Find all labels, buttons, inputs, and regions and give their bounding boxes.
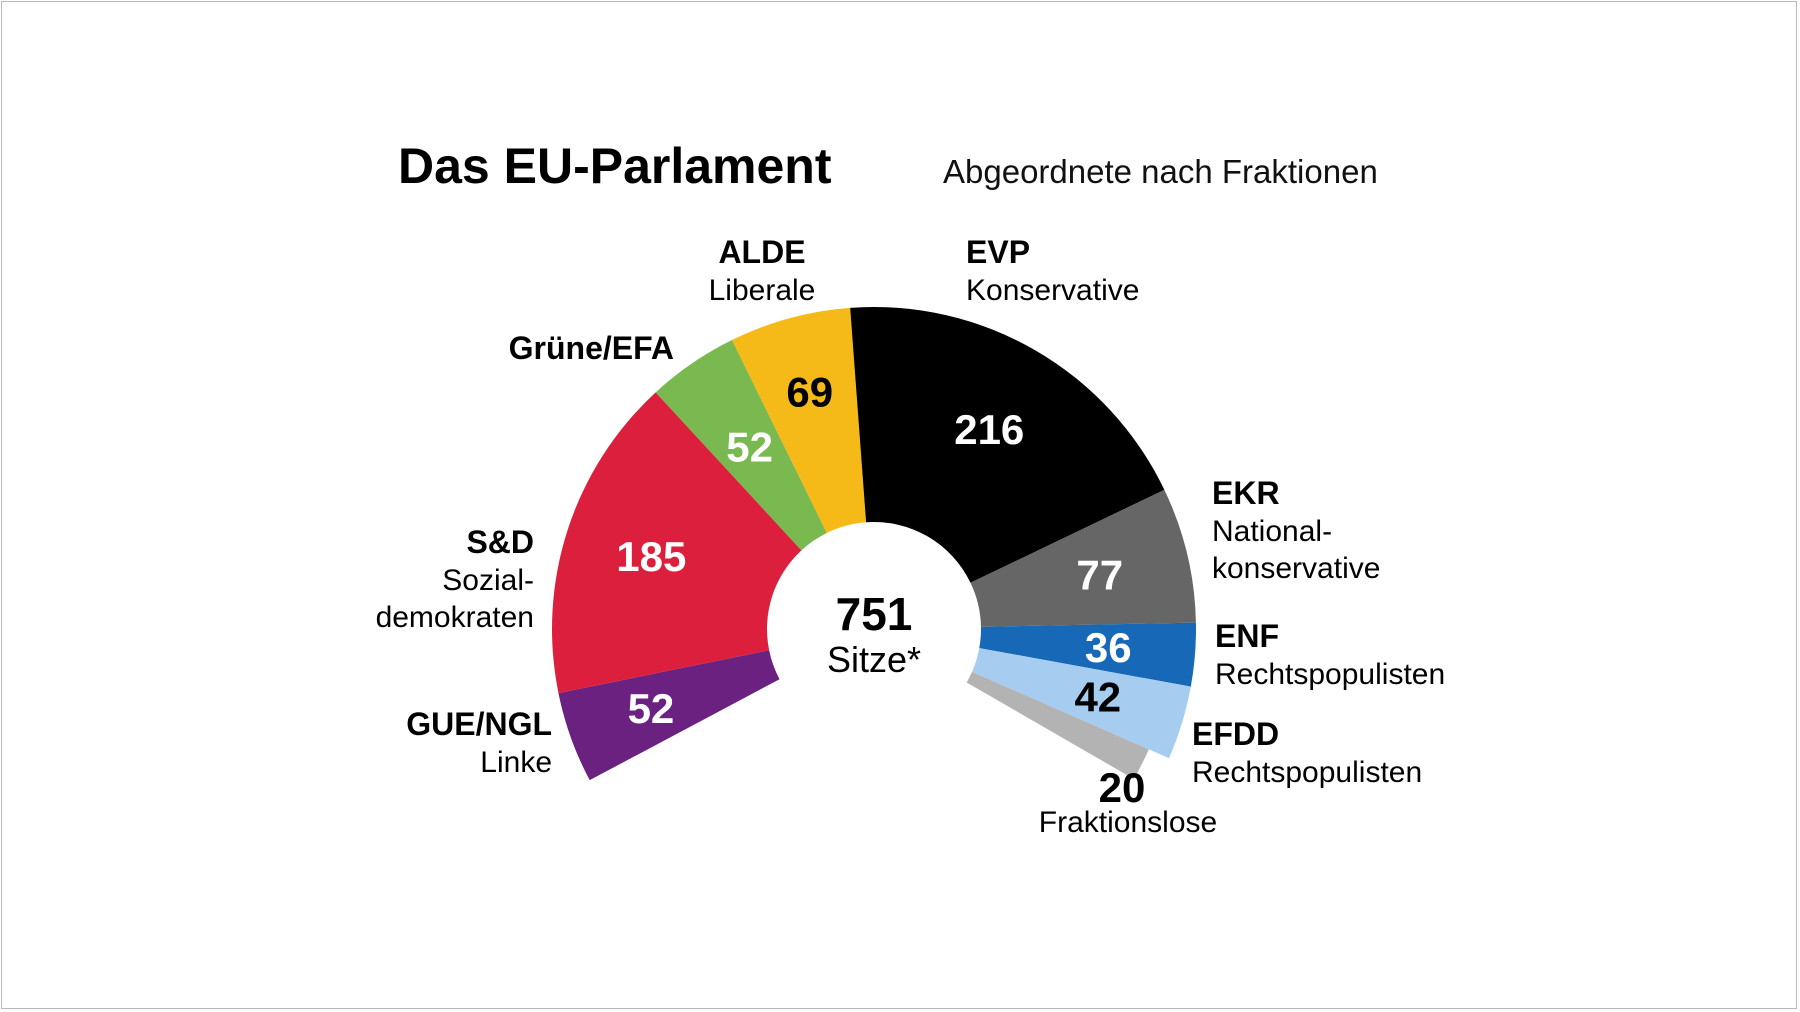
- slice-ekr: [970, 489, 1196, 627]
- name-labels: GUE/NGL Linke S&D Sozial-demokraten Grüne/EF…: [376, 234, 1446, 839]
- group-desc-s-d-2: demokraten: [376, 601, 534, 634]
- value-label-fraktionslose: 20: [1099, 764, 1146, 811]
- slices: [552, 307, 1196, 781]
- group-desc-alde-1: Liberale: [709, 274, 816, 307]
- value-label-s-d: 185: [616, 533, 686, 580]
- value-label-alde: 69: [786, 369, 833, 416]
- value-label-ekr: 77: [1076, 551, 1123, 598]
- group-desc-enf-1: Rechtspopulisten: [1215, 658, 1445, 691]
- total-seats-label: Sitze*: [827, 639, 921, 680]
- value-label-gr-ne-efa: 52: [726, 424, 773, 471]
- group-desc-gue-ngl-1: Linke: [480, 746, 552, 779]
- value-label-gue-ngl: 52: [628, 685, 675, 732]
- chart-title: Das EU-Parlament: [398, 138, 832, 194]
- group-desc-evp-1: Konservative: [966, 274, 1139, 307]
- value-label-efdd: 42: [1074, 673, 1121, 720]
- slice-efdd: [972, 648, 1191, 759]
- group-abbr-efdd: EFDD: [1192, 716, 1279, 752]
- value-label-evp: 216: [954, 406, 1024, 453]
- total-seats-value: 751: [836, 588, 913, 640]
- slice-s-d: [552, 392, 802, 694]
- group-desc-fraktionslose-1: Fraktionslose: [1039, 806, 1217, 839]
- value-label-enf: 36: [1085, 624, 1132, 671]
- group-abbr-alde: ALDE: [718, 234, 805, 270]
- group-desc-ekr-1: National-: [1212, 515, 1332, 548]
- slice-enf: [979, 622, 1196, 687]
- slice-evp: [850, 307, 1165, 583]
- group-abbr-gr-ne-efa: Grüne/EFA: [509, 330, 674, 366]
- group-abbr-ekr: EKR: [1212, 475, 1280, 511]
- group-abbr-evp: EVP: [966, 234, 1030, 270]
- chart-subtitle: Abgeordnete nach Fraktionen: [943, 153, 1378, 190]
- group-abbr-gue-ngl: GUE/NGL: [406, 706, 552, 742]
- group-abbr-enf: ENF: [1215, 618, 1279, 654]
- group-desc-ekr-2: konservative: [1212, 552, 1380, 585]
- slice-alde: [731, 307, 867, 533]
- group-desc-s-d-1: Sozial-: [442, 564, 534, 597]
- slice-gr-ne-efa: [655, 340, 827, 551]
- group-abbr-s-d: S&D: [466, 524, 534, 560]
- group-desc-efdd-1: Rechtspopulisten: [1192, 756, 1422, 789]
- slice-gue-ngl: [558, 650, 780, 781]
- slice-fraktionslose: [966, 671, 1149, 779]
